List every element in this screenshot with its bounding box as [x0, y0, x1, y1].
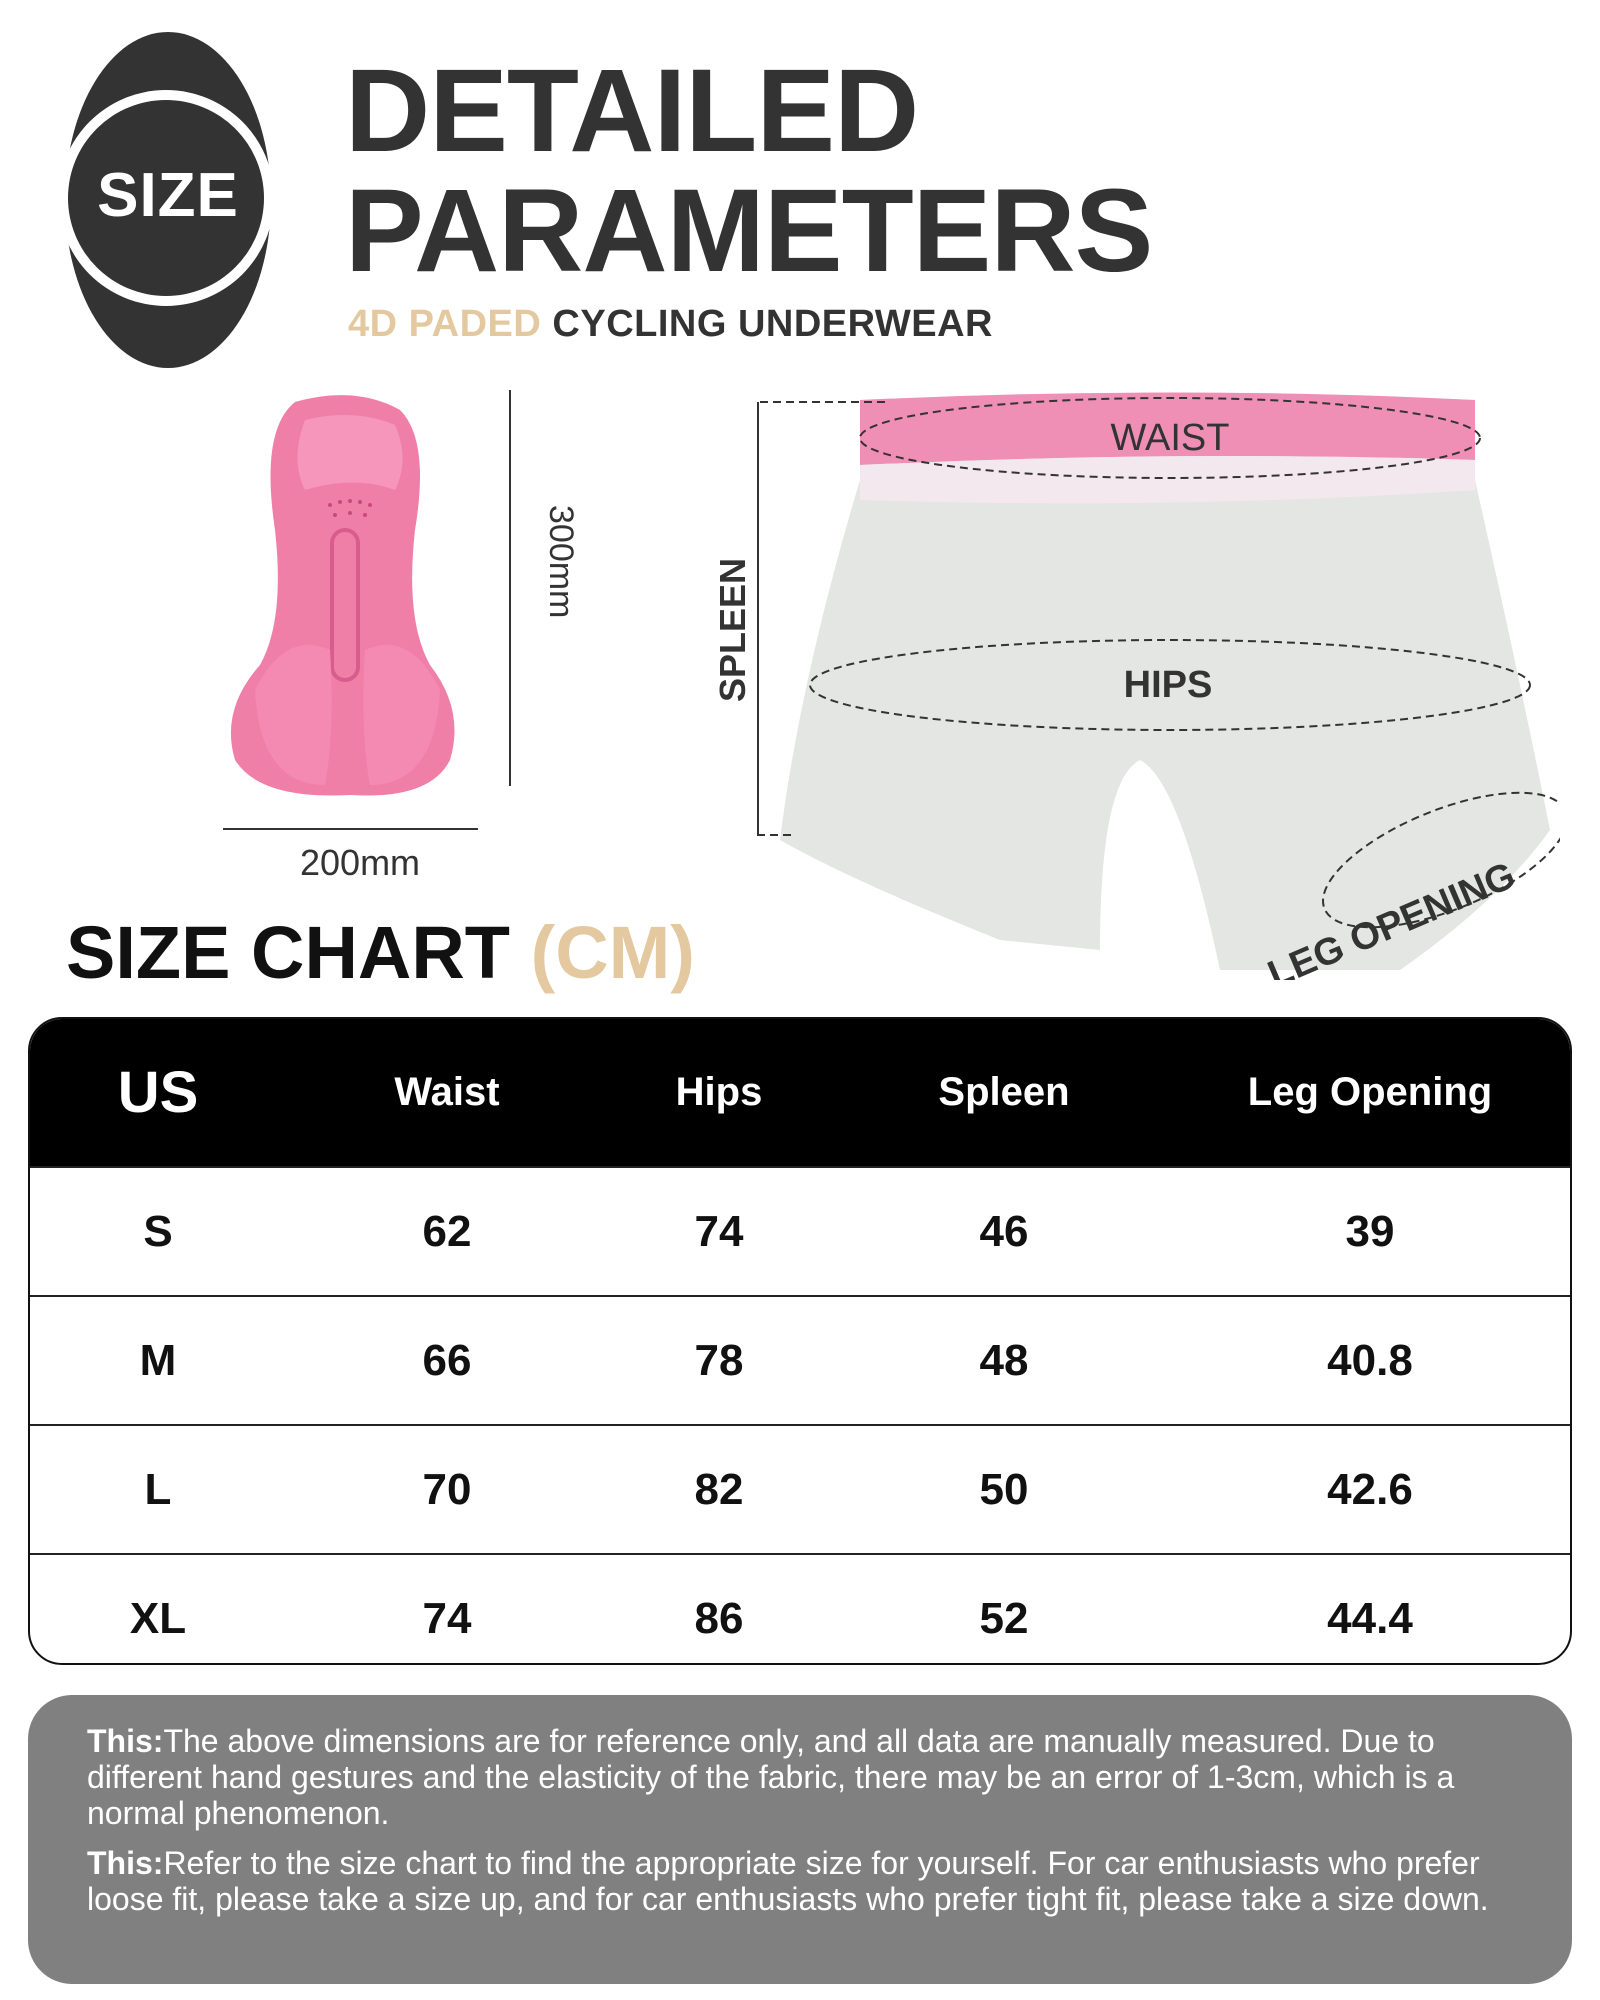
table-row: M 66 78 48 40.8 [30, 1295, 1570, 1424]
disclaimer-box: This:The above dimensions are for refere… [28, 1695, 1572, 1984]
size-chart-title-text: SIZE CHART [66, 911, 510, 994]
badge-label: SIZE [97, 161, 239, 230]
cell-waist: 66 [422, 1335, 472, 1385]
cell-leg-opening: 40.8 [1327, 1335, 1413, 1385]
cell-size: L [144, 1464, 172, 1514]
cell-spleen: 50 [979, 1464, 1029, 1514]
header-spleen: Spleen [938, 1070, 1070, 1114]
cell-waist: 70 [422, 1464, 472, 1514]
waist-label: WAIST [1111, 417, 1230, 459]
cell-hips: 82 [694, 1464, 744, 1514]
header-waist: Waist [394, 1070, 500, 1114]
length-dimension-line [509, 390, 511, 786]
size-badge [58, 32, 273, 368]
table-row: L 70 82 50 42.6 [30, 1424, 1570, 1553]
note-1-text: The above dimensions are for reference o… [87, 1723, 1455, 1831]
shorts-image: WAIST HIPS SPLEEN LEG OPENING [712, 392, 1560, 980]
subtitle: 4D PADED CYCLING UNDERWEAR [348, 303, 993, 346]
table-row: S 62 74 46 39 [30, 1166, 1570, 1295]
hips-label: HIPS [1124, 664, 1213, 706]
width-dimension-line [223, 828, 478, 830]
cell-waist: 74 [422, 1593, 472, 1643]
subtitle-accent: 4D PADED [348, 303, 542, 345]
table-header: US Waist Hips Spleen Leg Opening [30, 1019, 1570, 1166]
cell-spleen: 52 [979, 1593, 1029, 1643]
cell-waist: 62 [422, 1206, 472, 1256]
cell-spleen: 46 [979, 1206, 1029, 1256]
cell-size: S [143, 1206, 173, 1256]
note-1: This:The above dimensions are for refere… [87, 1723, 1522, 1831]
pad-width-label: 200mm [300, 842, 421, 883]
cell-leg-opening: 42.6 [1327, 1464, 1413, 1514]
cell-size: XL [129, 1593, 187, 1643]
spleen-label: SPLEEN [712, 558, 753, 702]
note-2-label: This: [87, 1845, 164, 1881]
size-table: US Waist Hips Spleen Leg Opening S 62 74 46… [28, 1017, 1572, 1665]
cell-hips: 74 [694, 1206, 744, 1256]
title-line-1: DETAILED [345, 45, 919, 177]
cell-spleen: 48 [979, 1335, 1029, 1385]
cell-hips: 78 [694, 1335, 744, 1385]
subtitle-rest: CYCLING UNDERWEAR [552, 303, 993, 345]
cell-size: M [139, 1335, 177, 1385]
size-chart-unit: (CM) [530, 911, 695, 994]
header-us: US [117, 1060, 199, 1125]
pad-length-label: 300mm [542, 505, 580, 619]
table-row: XL 74 86 52 44.4 [30, 1553, 1570, 1663]
header-leg-opening: Leg Opening [1247, 1070, 1493, 1114]
cell-leg-opening: 39 [1345, 1206, 1395, 1256]
title-line-2: PARAMETERS [345, 165, 1153, 297]
note-2-text: Refer to the size chart to find the appr… [87, 1845, 1489, 1917]
cell-hips: 86 [694, 1593, 744, 1643]
size-chart-title: SIZE CHART (CM) [66, 910, 695, 995]
note-1-label: This: [87, 1723, 164, 1759]
chamois-pad-image [230, 395, 455, 796]
note-2: This:Refer to the size chart to find the… [87, 1845, 1522, 1917]
header-hips: Hips [675, 1070, 763, 1114]
cell-leg-opening: 44.4 [1327, 1593, 1413, 1643]
